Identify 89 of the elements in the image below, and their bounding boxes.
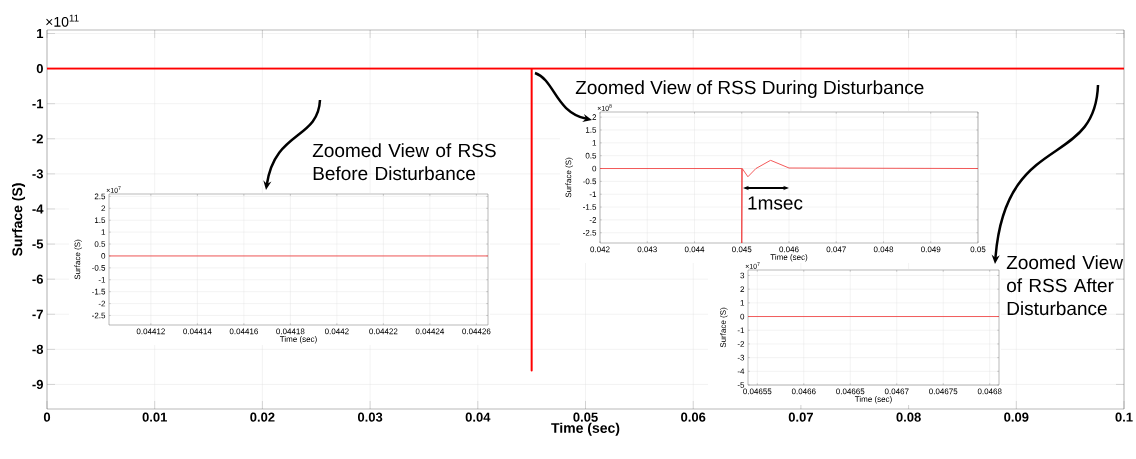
x-axis-title: Time (sec) bbox=[770, 254, 808, 262]
x-tick-label: 0.046 bbox=[779, 246, 799, 253]
y-tick-label: 1.5 bbox=[585, 127, 597, 133]
y-tick-label: -6 bbox=[32, 274, 43, 284]
y-tick-label: 3 bbox=[740, 272, 745, 279]
x-tick-label: 0.02 bbox=[250, 412, 275, 422]
annotation: Zoomed View of RSS Before Disturbance bbox=[312, 143, 496, 181]
y-tick-label: -2.5 bbox=[92, 312, 106, 319]
x-tick-label: 0.03 bbox=[357, 412, 383, 422]
y-tick-label: 1.5 bbox=[94, 217, 106, 223]
x-tick-label: 0.0467 bbox=[884, 388, 909, 395]
y-tick-label: -8 bbox=[32, 344, 44, 354]
x-tick-label: 0.04655 bbox=[743, 388, 772, 395]
annotation: 1msec bbox=[748, 196, 803, 210]
x-tick-label: 0.04412 bbox=[136, 328, 165, 335]
x-tick-label: 0.04665 bbox=[836, 388, 865, 395]
y-tick-label: -1.5 bbox=[583, 204, 597, 210]
y-tick-label: -3 bbox=[737, 354, 745, 361]
y-tick-label: -1 bbox=[737, 327, 745, 333]
y-tick-label: -1 bbox=[98, 277, 106, 283]
x-tick-label: 0.0466 bbox=[791, 388, 816, 395]
x-tick-label: 0.04422 bbox=[369, 328, 398, 335]
x-tick-label: 0.04424 bbox=[415, 328, 445, 335]
x-tick-label: 0.05 bbox=[970, 246, 986, 253]
x-tick-label: 0.04675 bbox=[929, 388, 958, 395]
y-tick-label: 1 bbox=[592, 140, 597, 146]
y-tick-label: 1 bbox=[101, 229, 106, 235]
x-tick-label: 0.048 bbox=[873, 246, 894, 253]
y-tick-label: 0 bbox=[592, 165, 597, 172]
x-tick-label: 0.0442 bbox=[324, 328, 349, 335]
y-tick-label: 2 bbox=[740, 286, 745, 292]
y-axis-title: Surface (S) bbox=[565, 157, 573, 198]
x-tick-label: 0.045 bbox=[732, 246, 752, 253]
x-tick-label: 0.043 bbox=[637, 246, 657, 253]
x-axis-title: Time (sec) bbox=[854, 396, 892, 404]
y-tick-label: 2 bbox=[101, 205, 106, 212]
y-tick-label: 0 bbox=[101, 253, 106, 259]
x-tick-label: 0.04416 bbox=[229, 328, 258, 335]
y-tick-label: -9 bbox=[32, 379, 43, 390]
x-tick-label: 0.1 bbox=[1115, 412, 1133, 422]
x-tick-label: 0.07 bbox=[788, 412, 813, 422]
annotation: Zoomed View of RSS After Disturbance bbox=[1006, 255, 1124, 316]
y-tick-label: -0.5 bbox=[92, 265, 106, 271]
x-tick-label: 0.04418 bbox=[276, 328, 305, 335]
x-axis-title: Time (sec) bbox=[279, 336, 317, 344]
x-tick-label: 0.044 bbox=[684, 246, 705, 253]
y-axis-title: Surface (S) bbox=[720, 307, 728, 348]
x-tick-label: 0.06 bbox=[681, 412, 706, 422]
x-tick-label: 0.05 bbox=[573, 412, 598, 422]
annotation: Zoomed View of RSS During Disturbance bbox=[575, 80, 924, 98]
text: ×10$^{11}$ bbox=[46, 14, 79, 27]
y-tick-label: -4 bbox=[737, 368, 745, 375]
y-axis-title: Surface (S) bbox=[74, 239, 82, 280]
x-tick-label: 0.08 bbox=[896, 412, 921, 422]
x-tick-label: 0.04414 bbox=[183, 328, 212, 335]
x-tick-label: 0.04 bbox=[465, 412, 491, 422]
y-tick-label: -7 bbox=[32, 309, 43, 319]
x-tick-label: 0.04426 bbox=[462, 328, 491, 335]
y-tick-label: -2.5 bbox=[583, 229, 597, 236]
y-axis-title: Surface (S) bbox=[11, 183, 26, 257]
y-tick-label: 1 bbox=[37, 29, 44, 38]
y-tick-label: 2 bbox=[592, 114, 597, 120]
y-tick-label: -5 bbox=[737, 382, 745, 388]
y-tick-label: 2.5 bbox=[94, 193, 106, 200]
x-tick-label: 0.01 bbox=[142, 412, 167, 422]
x-tick-label: 0.0468 bbox=[977, 388, 1002, 395]
y-tick-label: 0.5 bbox=[94, 241, 106, 247]
y-tick-label: -0.5 bbox=[583, 178, 597, 185]
y-tick-label: -4 bbox=[32, 204, 44, 214]
y-tick-label: -2 bbox=[98, 300, 106, 307]
x-tick-label: 0 bbox=[43, 412, 51, 422]
y-tick-label: 0 bbox=[36, 64, 43, 74]
y-tick-label: -1.5 bbox=[92, 288, 106, 295]
y-tick-label: -5 bbox=[32, 239, 44, 249]
x-axis-title: Time (sec) bbox=[551, 422, 620, 436]
y-tick-label: -2 bbox=[32, 134, 43, 144]
y-tick-label: -2 bbox=[589, 217, 597, 223]
y-tick-label: -1 bbox=[32, 99, 44, 109]
y-tick-label: 0.5 bbox=[585, 152, 597, 159]
x-tick-label: 0.042 bbox=[590, 246, 610, 253]
x-tick-label: 0.09 bbox=[1004, 412, 1029, 422]
y-tick-label: -2 bbox=[737, 341, 745, 347]
x-tick-label: 0.049 bbox=[921, 246, 941, 253]
y-tick-label: -3 bbox=[32, 169, 43, 179]
y-tick-label: 0 bbox=[740, 313, 745, 320]
y-tick-label: 1 bbox=[740, 300, 745, 306]
x-tick-label: 0.047 bbox=[826, 246, 846, 253]
line-series bbox=[600, 159, 978, 244]
y-tick-label: -1 bbox=[589, 191, 597, 197]
